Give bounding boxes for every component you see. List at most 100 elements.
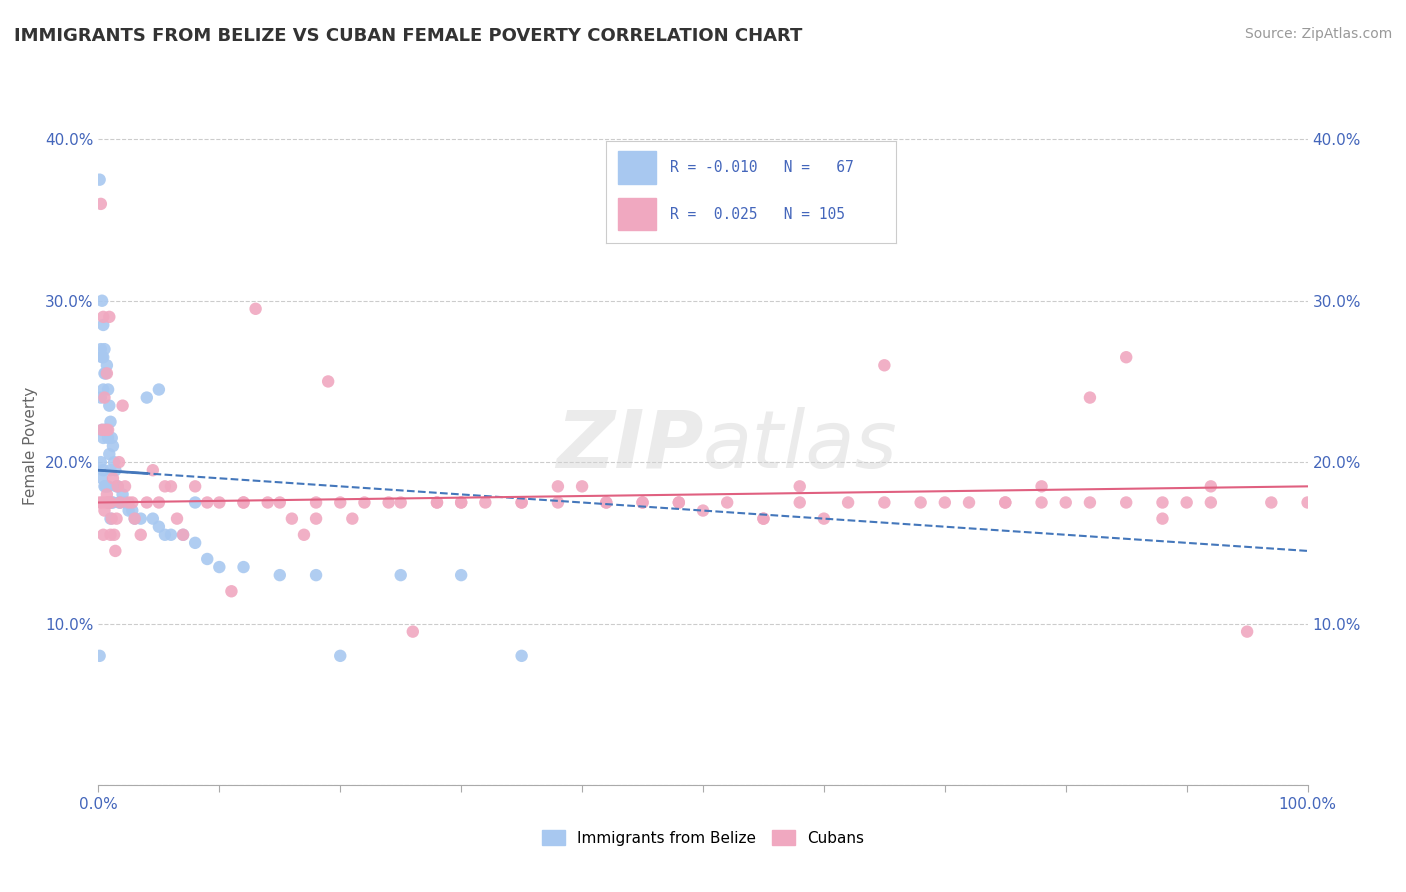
Point [104,463,127,477]
Point [153,479,176,493]
Point [305,495,328,509]
Point [104,544,127,558]
Point [94,423,117,437]
Point [789,495,811,509]
Point [269,495,291,509]
Text: R =  0.025   N = 105: R = 0.025 N = 105 [671,207,845,221]
Point [96,359,118,373]
Point [107,479,129,493]
Point [595,495,617,509]
Point [89,495,111,509]
Point [692,503,714,517]
Point [93,503,115,517]
Point [631,495,654,509]
Point [450,495,472,509]
Point [571,479,593,493]
Point [184,536,207,550]
Point [114,479,136,493]
Point [153,528,176,542]
Point [1031,479,1053,493]
Point [89,172,111,186]
Point [789,479,811,493]
Point [426,495,449,509]
Point [135,391,157,405]
Point [389,568,412,582]
Point [93,342,115,356]
Point [148,519,170,533]
Point [100,431,122,445]
Point [105,479,128,493]
Point [98,495,121,509]
Point [97,383,120,397]
Point [510,495,533,509]
Point [97,479,120,493]
Point [1152,495,1174,509]
Point [108,495,131,509]
Point [547,495,569,509]
Point [121,503,143,517]
Point [91,431,114,445]
Point [98,447,121,461]
Point [91,383,114,397]
Point [184,495,207,509]
Point [208,495,231,509]
Text: atlas: atlas [703,407,898,485]
Point [305,511,328,525]
Point [716,495,738,509]
Text: R = -0.010   N =   67: R = -0.010 N = 67 [671,160,853,175]
Point [101,495,124,509]
Point [91,495,114,509]
Point [94,495,117,509]
Point [91,471,114,485]
Point [93,423,115,437]
Point [90,197,112,211]
Point [91,350,114,364]
Point [450,568,472,582]
Point [93,391,115,405]
Point [124,511,146,525]
Point [1078,495,1101,509]
Point [232,495,254,509]
Point [100,511,122,525]
Point [474,495,496,509]
Point [100,415,122,429]
Text: ZIP: ZIP [555,407,703,485]
Point [100,495,122,509]
Point [91,318,114,332]
Point [752,511,775,525]
Point [1152,511,1174,525]
Point [98,495,121,509]
Point [100,528,122,542]
Bar [617,198,655,230]
Point [1031,495,1053,509]
Point [668,495,690,509]
Point [135,495,157,509]
Point [160,528,183,542]
Point [994,495,1017,509]
Point [269,568,291,582]
Point [195,552,218,566]
Point [305,568,328,582]
Point [245,301,267,316]
Point [97,431,120,445]
Point [631,495,654,509]
Point [129,511,152,525]
Point [142,511,165,525]
Point [114,495,136,509]
Point [98,399,121,413]
Point [118,503,141,517]
Point [377,495,399,509]
Point [813,511,835,525]
Point [292,528,315,542]
Point [668,495,690,509]
Point [1199,495,1222,509]
Point [90,342,112,356]
Y-axis label: Female Poverty: Female Poverty [22,387,38,505]
Point [94,367,117,381]
Point [91,463,114,477]
Point [450,495,472,509]
Point [195,495,218,509]
Point [108,455,131,469]
Point [108,495,131,509]
Point [1054,495,1077,509]
